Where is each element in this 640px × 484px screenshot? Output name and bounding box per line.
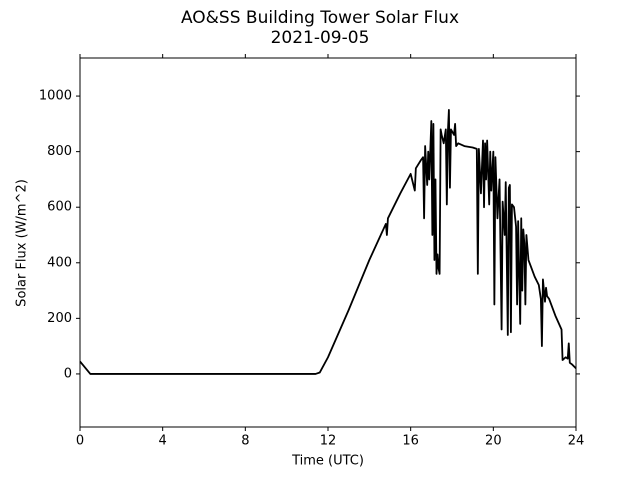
y-tick-label: 400 [47,255,72,270]
chart-subtitle: 2021-09-05 [271,28,370,48]
x-tick-label: 0 [76,434,84,449]
y-tick-label: 600 [47,200,72,215]
y-tick-label: 1000 [39,89,72,104]
x-tick-label: 8 [241,434,249,449]
x-tick-label: 16 [402,434,419,449]
y-tick-label: 200 [47,311,72,326]
data-line [79,109,577,375]
y-tick-label: 0 [64,366,72,381]
x-tick-label: 20 [485,434,502,449]
x-tick-label: 4 [159,434,167,449]
y-tick-label: 800 [47,144,72,159]
y-axis-label: Solar Flux (W/m^2) [15,179,30,307]
x-tick-label: 24 [568,434,585,449]
x-tick-label: 12 [320,434,337,449]
x-axis-label: Time (UTC) [291,454,364,469]
chart-title: AO&SS Building Tower Solar Flux [181,8,459,28]
